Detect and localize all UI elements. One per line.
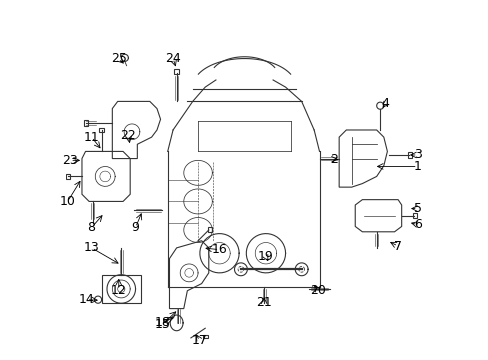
Text: 1: 1 (413, 160, 421, 173)
Text: 4: 4 (381, 97, 389, 110)
Text: 9: 9 (131, 221, 139, 234)
Text: 19: 19 (258, 250, 273, 263)
Text: 10: 10 (60, 195, 76, 208)
Text: 6: 6 (413, 218, 421, 231)
Text: 20: 20 (309, 284, 325, 297)
Text: 8: 8 (87, 221, 96, 234)
Bar (99, 128, 104, 132)
Bar (407, 152, 411, 158)
Bar (66, 174, 70, 179)
Text: 14: 14 (79, 293, 94, 306)
Text: 17: 17 (191, 334, 207, 347)
Text: 7: 7 (393, 240, 401, 253)
Bar (203, 335, 207, 338)
Text: 3: 3 (413, 148, 421, 162)
Text: 15: 15 (154, 318, 170, 331)
Bar (207, 227, 211, 232)
Text: 18: 18 (154, 316, 170, 329)
Text: 25: 25 (111, 52, 126, 65)
Text: 16: 16 (211, 243, 227, 256)
Text: 2: 2 (329, 153, 337, 166)
Text: 11: 11 (83, 131, 99, 144)
Text: 21: 21 (256, 296, 271, 309)
Text: 22: 22 (120, 129, 136, 142)
Text: 12: 12 (111, 284, 126, 297)
Bar (173, 69, 179, 73)
Bar (102, 275, 141, 303)
Bar (413, 213, 416, 218)
Text: 23: 23 (62, 154, 78, 167)
Text: 5: 5 (413, 202, 421, 215)
Text: 24: 24 (165, 52, 181, 65)
Text: 13: 13 (83, 241, 99, 255)
Bar (83, 120, 88, 126)
